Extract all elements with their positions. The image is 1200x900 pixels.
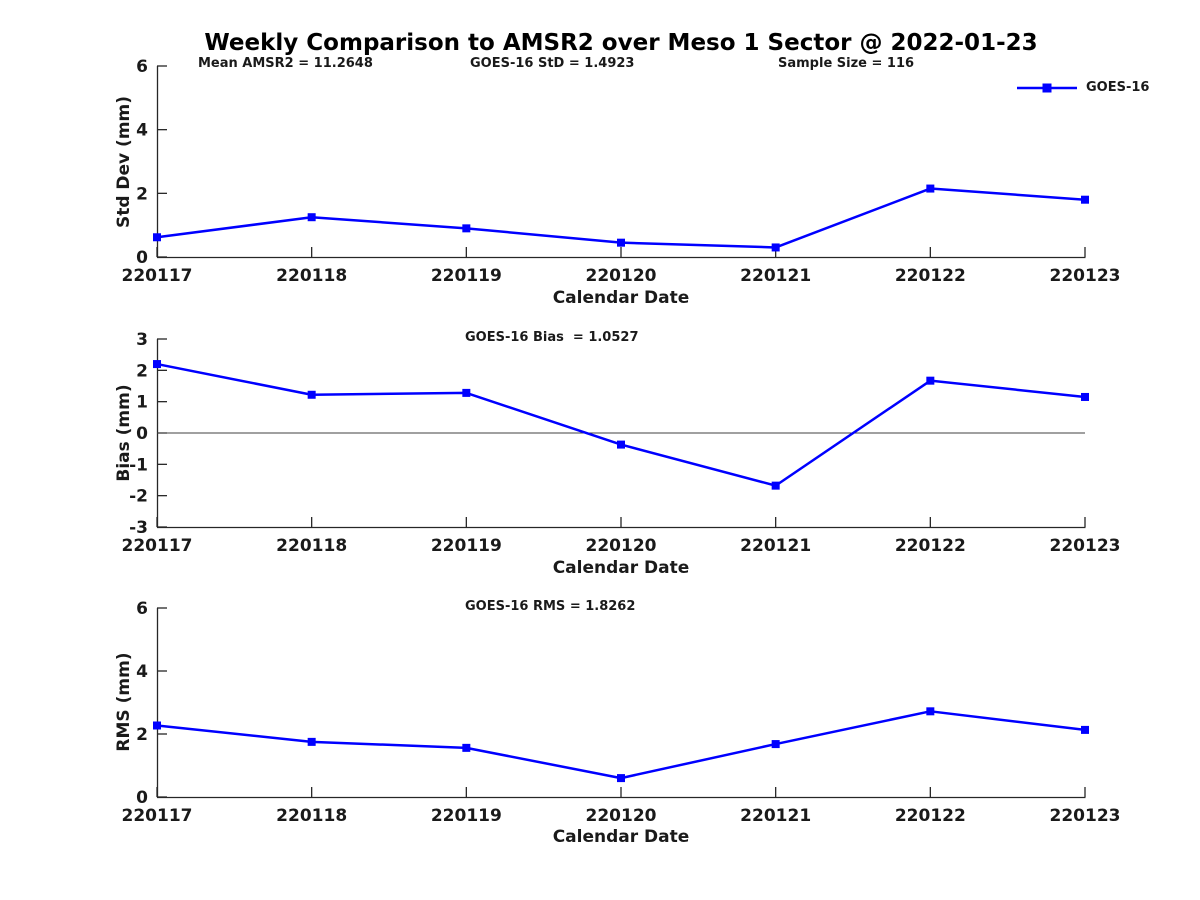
y-tick-label: 4 — [136, 121, 148, 141]
x-tick-label: 220122 — [895, 536, 966, 556]
x-tick-label: 220120 — [586, 806, 657, 826]
bias-marker — [771, 481, 780, 490]
bias-marker — [153, 360, 161, 369]
std-dev-marker — [153, 233, 161, 242]
x-tick-label: 220121 — [740, 266, 811, 286]
y-tick-label: 0 — [136, 248, 148, 268]
bias-ylabel: Bias (mm) — [114, 384, 134, 482]
rms-line — [156, 710, 1086, 780]
rms-marker — [771, 740, 780, 749]
y-tick-label: 2 — [136, 725, 148, 745]
rms-marker — [617, 774, 625, 783]
bias-marker — [926, 376, 935, 385]
y-tick-label: 6 — [136, 599, 148, 619]
y-tick-label: 3 — [136, 330, 148, 350]
x-tick-label: 220120 — [586, 266, 657, 286]
bias-marker — [1081, 392, 1089, 401]
y-tick-label: 1 — [136, 393, 148, 413]
x-tick-label: 220117 — [122, 806, 193, 826]
legend: GOES-16 — [1016, 80, 1149, 95]
bias-line — [156, 362, 1086, 487]
x-tick-label: 220118 — [276, 536, 347, 556]
std-dev-marker — [926, 184, 935, 193]
x-tick-label: 220123 — [1050, 806, 1121, 826]
std-dev-marker — [462, 224, 471, 233]
std-dev-plot: 0 2 4 6 220117 220118 220119 220120 220121 220122… — [122, 57, 1121, 286]
rms-marker — [1081, 725, 1089, 734]
y-tick-label: -1 — [129, 455, 148, 475]
bias-plot: -3 -2 -1 0 1 2 3 220117 220118 220119 220120 220121… — [122, 330, 1121, 556]
mean-amsr2-annotation: Mean AMSR2 = 11.2648 — [198, 56, 373, 71]
bias-marker — [462, 388, 471, 397]
rms-xlabel: Calendar Date — [552, 827, 690, 847]
std-dev-marker — [771, 243, 780, 252]
y-tick-label: 2 — [136, 361, 148, 381]
y-tick-label: 4 — [136, 662, 148, 682]
rms-plot: 0 2 4 6 220117 220118 220119 220120 220121 220122… — [122, 599, 1121, 826]
sample-size-annotation: Sample Size = 116 — [778, 56, 915, 71]
rms-marker — [926, 707, 935, 716]
bias-marker — [617, 440, 625, 449]
std-dev-marker — [307, 213, 316, 222]
std-dev-marker — [617, 238, 625, 247]
x-tick-label: 220119 — [431, 536, 502, 556]
x-tick-label: 220118 — [276, 266, 347, 286]
y-tick-label: -2 — [129, 487, 148, 507]
std-dev-line — [156, 187, 1086, 249]
rms-ylabel: RMS (mm) — [114, 652, 134, 752]
x-tick-label: 220123 — [1050, 266, 1121, 286]
y-tick-label: -3 — [129, 518, 148, 538]
y-tick-label: 6 — [136, 57, 148, 77]
y-tick-label: 0 — [136, 788, 148, 808]
x-tick-label: 220117 — [122, 266, 193, 286]
x-tick-label: 220119 — [431, 806, 502, 826]
x-tick-label: 220117 — [122, 536, 193, 556]
goes16-rms-annotation: GOES-16 RMS = 1.8262 — [465, 599, 636, 614]
bias-xlabel: Calendar Date — [552, 558, 690, 578]
y-tick-label: 2 — [136, 184, 148, 204]
stddev-xlabel: Calendar Date — [552, 288, 690, 308]
x-tick-label: 220121 — [740, 806, 811, 826]
rms-marker — [462, 743, 471, 752]
x-tick-label: 220118 — [276, 806, 347, 826]
legend-line-marker-icon — [1017, 83, 1077, 92]
y-tick-label: 0 — [136, 424, 148, 444]
x-tick-label: 220120 — [586, 536, 657, 556]
x-tick-label: 220122 — [895, 806, 966, 826]
rms-marker — [153, 721, 161, 730]
goes16-bias-annotation: GOES-16 Bias = 1.0527 — [465, 330, 639, 345]
legend-label: GOES-16 — [1086, 80, 1150, 95]
stddev-ylabel: Std Dev (mm) — [114, 95, 134, 229]
x-tick-label: 220121 — [740, 536, 811, 556]
x-tick-label: 220119 — [431, 266, 502, 286]
x-tick-label: 220122 — [895, 266, 966, 286]
bias-marker — [307, 390, 316, 399]
figure-title: Weekly Comparison to AMSR2 over Meso 1 S… — [204, 30, 1038, 56]
goes16-std-annotation: GOES-16 StD = 1.4923 — [470, 56, 635, 71]
x-tick-label: 220123 — [1050, 536, 1121, 556]
rms-marker — [307, 737, 316, 746]
std-dev-marker — [1081, 195, 1089, 204]
